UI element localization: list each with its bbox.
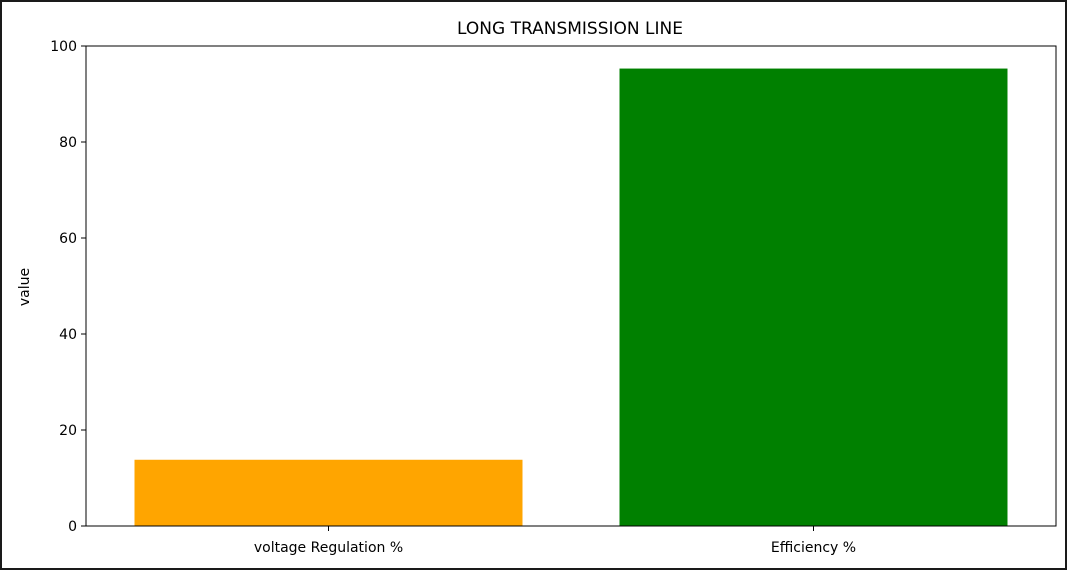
chart-title: LONG TRANSMISSION LINE [457,19,683,39]
y-tick-label-0: 0 [68,519,77,535]
x-axis-ticks: voltage Regulation % Efficiency % [254,526,856,556]
y-tick-label-1: 20 [59,423,77,439]
bars-group [134,68,1008,526]
plot-area-frame [85,45,1057,527]
x-tick-label-1: Efficiency % [771,540,856,556]
y-tick-label-3: 60 [59,231,77,247]
bar-1 [619,68,1008,526]
bar-0 [134,459,523,526]
x-tick-label-0: voltage Regulation % [254,540,403,556]
y-axis-ticks: 0 20 40 60 80 100 [50,39,86,535]
y-tick-label-4: 80 [59,135,77,151]
y-axis-label: value [17,268,33,306]
y-tick-label-5: 100 [50,39,77,55]
y-tick-label-2: 40 [59,327,77,343]
